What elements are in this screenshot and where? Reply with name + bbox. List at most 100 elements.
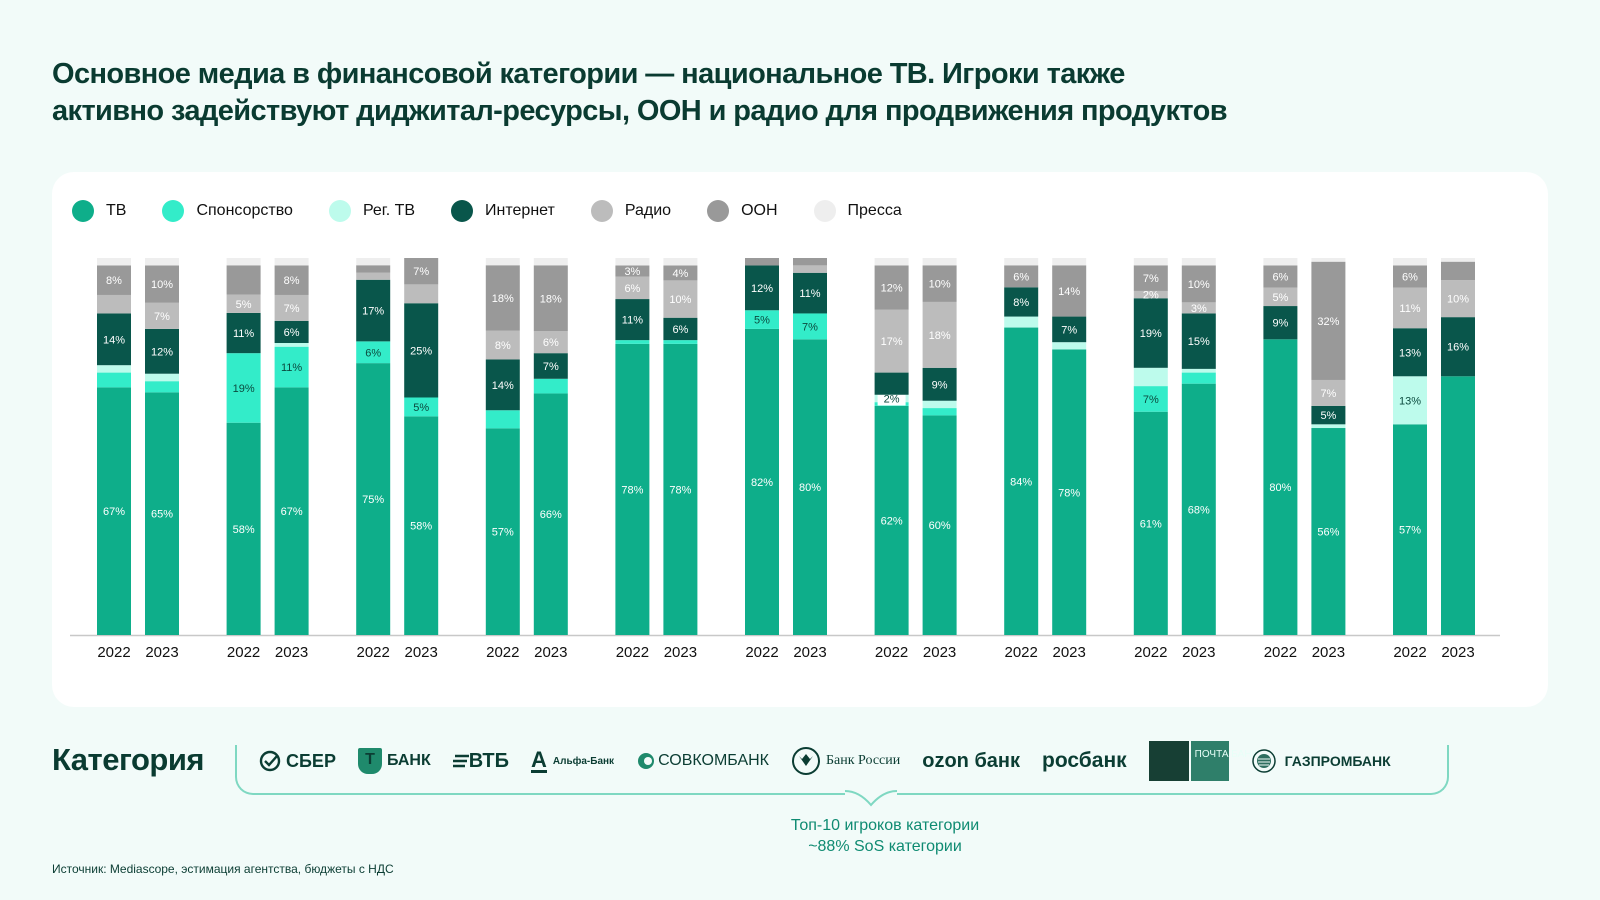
legend-item: Рег. ТВ [328,200,416,222]
data-label: 13% [1399,395,1421,407]
bracket-notch [845,785,897,807]
title-line-1: Основное медиа в финансовой категории — … [52,58,1125,90]
x-tick-label: 2023 [923,644,956,661]
data-label: 18% [929,330,951,342]
data-label: 6% [1013,271,1029,283]
x-tick-label: 2023 [1053,644,1086,661]
legend-label: Рег. ТВ [362,202,416,219]
bar-segment-regtv [1004,316,1039,328]
bar-segment-tv [1311,428,1346,635]
bar-segment-spons [745,310,779,329]
data-label: 3% [1191,303,1207,315]
bar-segment-ooh [1441,261,1475,281]
data-label: 7% [802,321,818,333]
bar-segment-spons [145,381,179,393]
legend-swatch [328,200,351,222]
chart-card: ТВ Спонсорство Рег. ТВ Интернет Радио ООН Прес… [52,172,1548,707]
x-tick-label: 2023 [145,644,178,661]
bar-segment-press [1311,258,1346,262]
legend-swatch [707,200,730,222]
bar-segment-internet [745,265,779,311]
bar-segment-internet [97,313,131,366]
bar-segment-press [1004,258,1039,266]
bar-segment-press [145,258,179,266]
logo-text: ВТБ [468,749,509,772]
logo-text: Альфа-Банк [552,755,615,767]
bar-segment-ooh [793,258,827,266]
logo-text: ozon банк [922,749,1021,772]
bar-segment-spons [663,340,698,344]
bar-segment-spons [226,353,261,423]
data-label: 11% [281,362,302,374]
bar-segment-tv [922,415,957,635]
data-label: 6% [365,347,381,359]
summary-line-1: Топ-10 игроков категории [790,817,980,834]
legend-swatch [590,200,613,222]
bar-segment-ooh [485,265,520,331]
bar-segment-internet [615,299,650,341]
legend-label: Пресса [847,202,902,219]
category-title: Категория [52,742,204,777]
bar-segment-spons [793,313,827,340]
data-label: 5% [413,402,429,414]
bar-segment-press [1052,258,1087,266]
data-label: 58% [410,521,432,533]
bar-segment-ooh [922,265,957,302]
bar-segment-press [533,258,568,266]
bar-segment-tv [533,393,568,635]
bar-segment-radio [874,309,909,373]
stacked-bar-chart: 67% 14% 8% 2022 65% 12% 7% 10% 2023 58% 19% 11% 5% 20… [70,258,1500,661]
logo-text: росбанк [1042,749,1127,772]
logo-bank-rossii: Банк России [791,746,900,776]
data-label: 11% [233,328,254,340]
bar-segment-tv [97,387,131,635]
bar-segment-tv [745,328,779,635]
data-label: 8% [1013,297,1029,309]
bar-segment-tv [356,363,391,635]
data-label: 8% [106,275,122,287]
bar-segment-spons [485,410,520,429]
bar-segment-regtv [1133,367,1168,387]
data-label: 8% [495,340,511,352]
bar-segment-tv [1004,327,1039,635]
bar-segment-ooh [1181,265,1216,303]
bar-segment-spons [274,346,309,388]
data-label: 6% [672,324,688,336]
bar-segment-ooh [145,265,179,303]
bar-segment-ooh [1311,261,1346,380]
alfa-a-icon: А [531,746,547,773]
x-tick-label: 2022 [1134,644,1167,661]
data-label: 14% [103,334,125,346]
x-tick-label: 2022 [1005,644,1038,661]
bar-segment-regtv [1052,342,1087,350]
legend-item: ООН [707,200,778,222]
data-label: 7% [413,266,429,278]
bar-segment-regtv [274,343,309,347]
legend-swatch [451,200,474,222]
bar-segment-internet [793,272,827,314]
data-label: 12% [151,346,173,358]
logo-alfa: А Альфа-Банк [531,746,615,773]
logo-text: СБЕР [286,750,336,771]
bar-segment-ooh [1393,265,1427,288]
bar-segment-tv [145,392,179,635]
data-label: 11% [799,288,820,300]
bar-segment-tv [1263,339,1298,635]
bar-segment-internet [663,317,698,341]
bar-segment-press [1441,258,1475,262]
bar-segment-radio [404,284,439,304]
bar-segment-radio [1133,290,1168,299]
x-tick-label: 2022 [97,644,130,661]
x-tick-label: 2022 [745,644,778,661]
logo-text: ГАЗПРОМБАНК [1284,753,1391,769]
bar-segment-press [874,258,909,266]
bar-segment-tv [226,422,261,635]
legend-label: ООН [741,202,778,219]
bar-segment-press [97,258,131,266]
bar-segment-press [1263,258,1298,266]
legend-label: ТВ [106,202,127,219]
bar-segment-internet [485,359,520,411]
x-tick-label: 2023 [405,644,438,661]
x-tick-label: 2023 [1441,644,1474,661]
bar-segment-radio [533,331,568,354]
